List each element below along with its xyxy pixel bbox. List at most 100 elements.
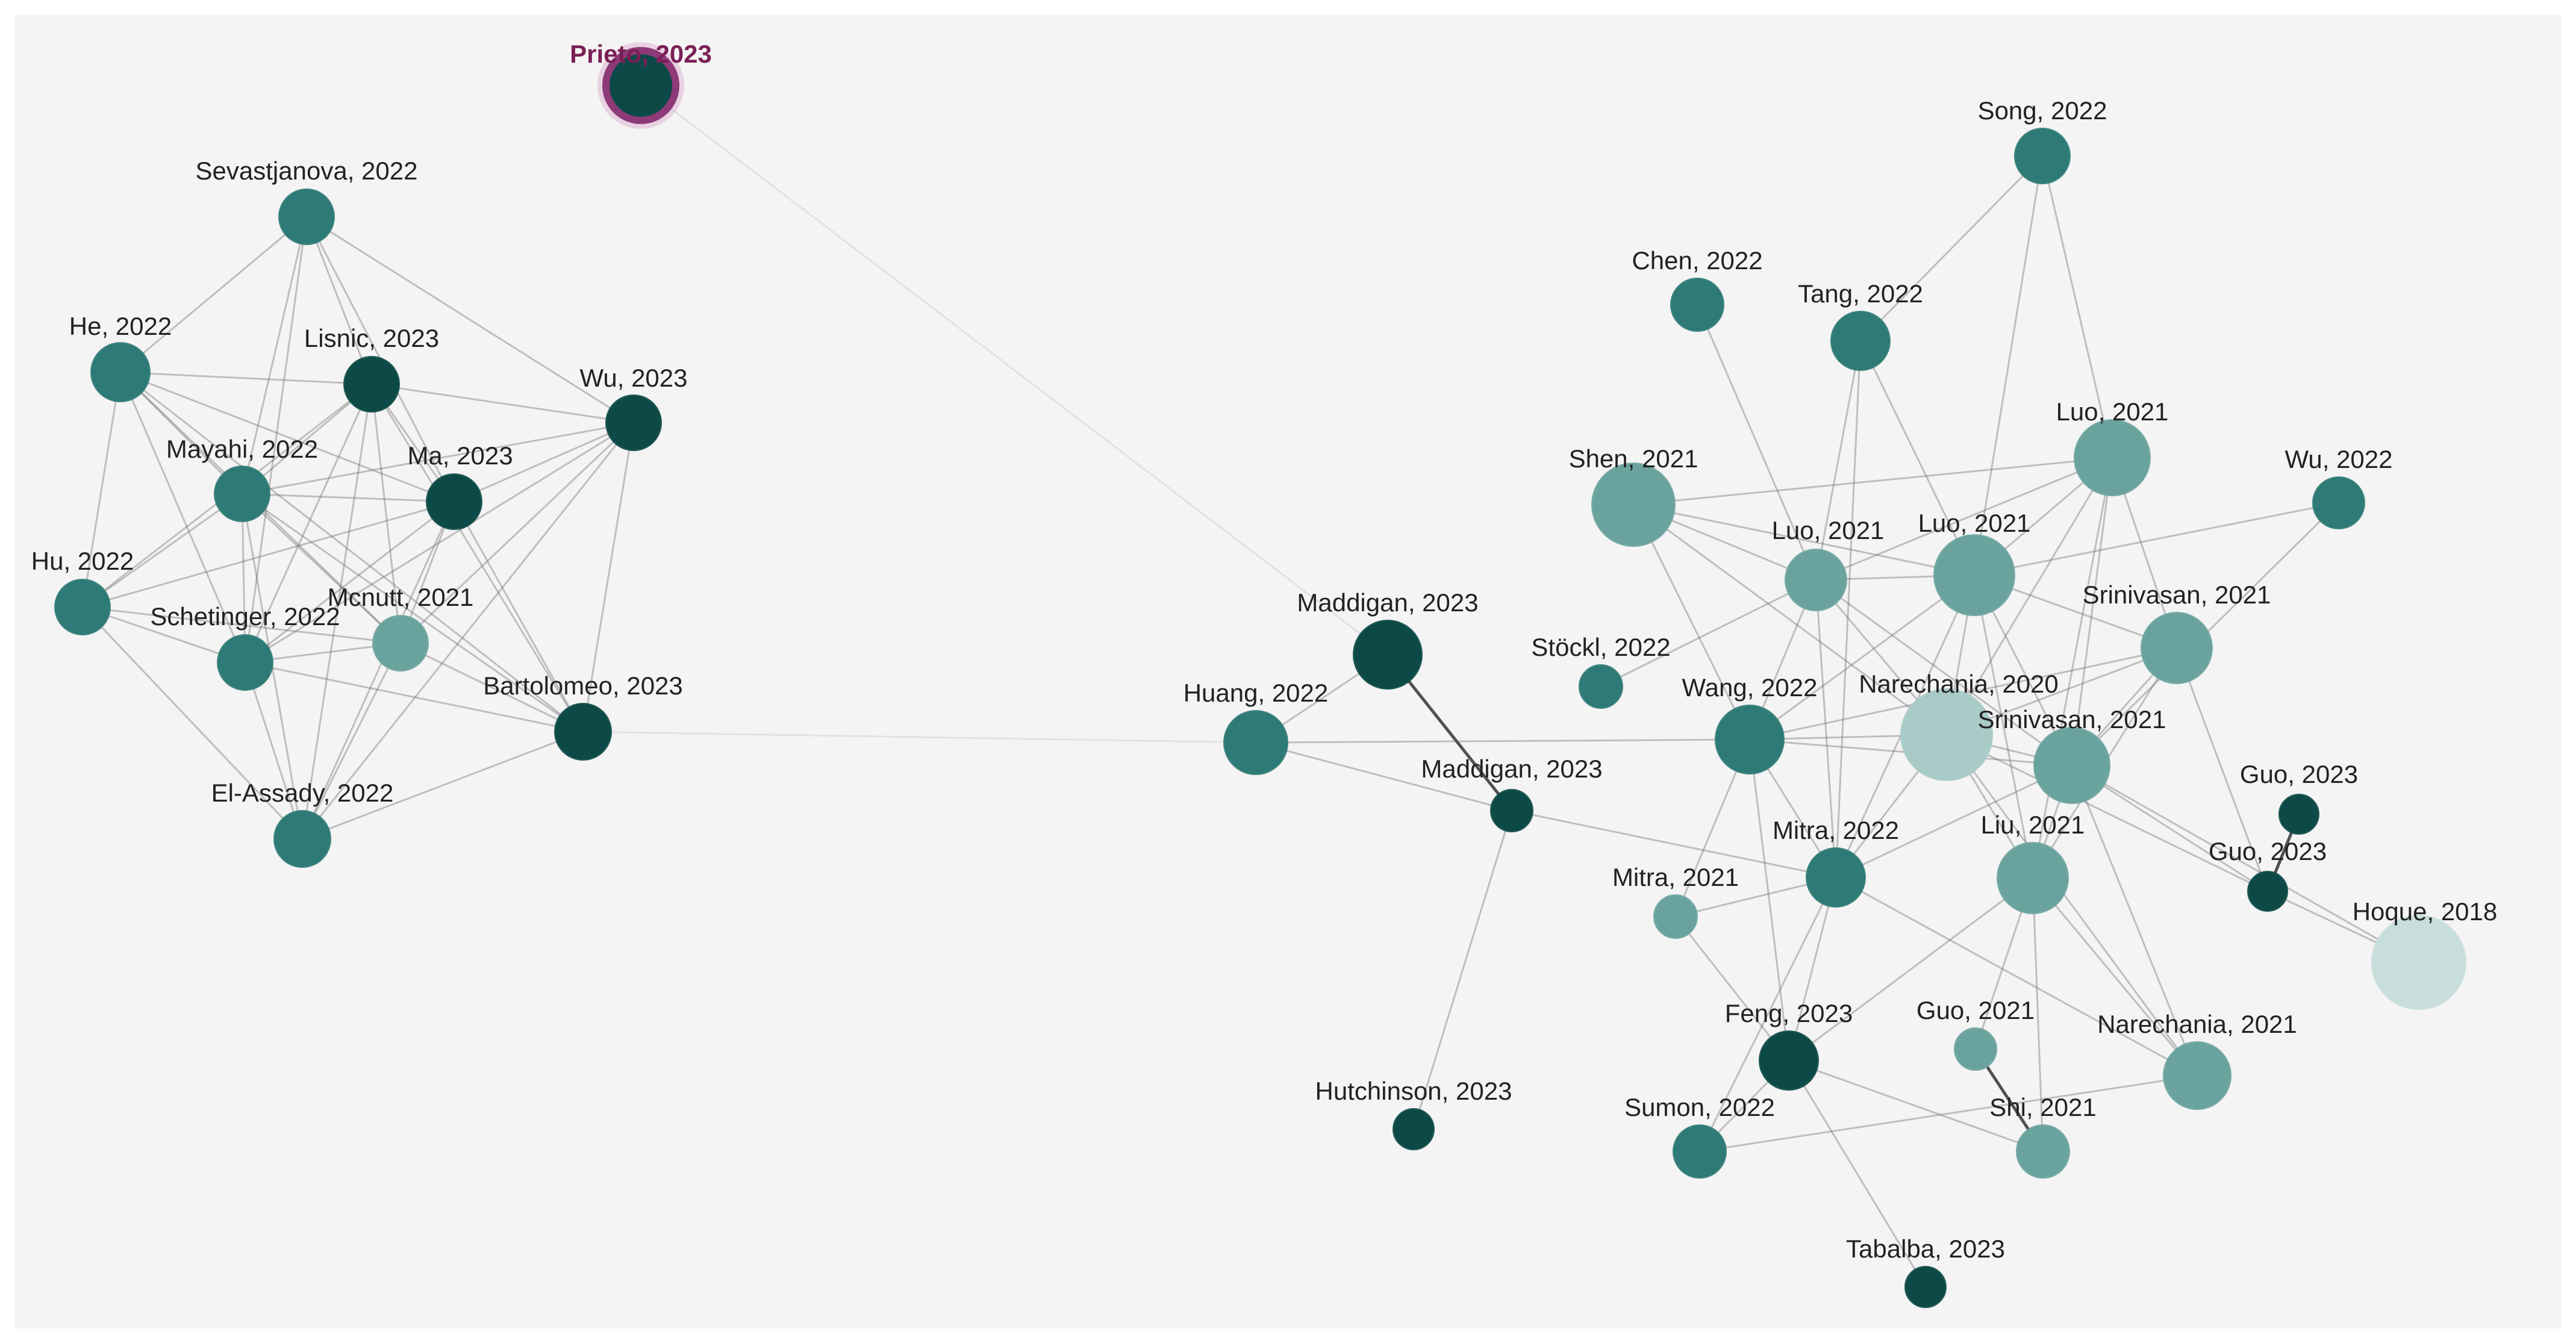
node-label-lisnic2023: Lisnic, 2023 [304, 324, 439, 352]
node-label-feng2023: Feng, 2023 [1725, 999, 1853, 1027]
node-hutchinson2023[interactable] [1392, 1108, 1435, 1150]
edge-wang2022-feng2023 [1748, 738, 1790, 1062]
node-label-song2022: Song, 2022 [1978, 96, 2107, 125]
edge-tang2022-luo2021c [1859, 340, 1976, 576]
node-maddigan2023b[interactable] [1490, 789, 1533, 832]
edge-hu2022-mcnutt2021 [81, 606, 402, 644]
node-hoque2018[interactable] [2371, 915, 2466, 1010]
node-srinivasan2021b[interactable] [2033, 727, 2110, 804]
node-chen2022[interactable] [1670, 278, 1724, 332]
node-guo2021[interactable] [1954, 1027, 1997, 1071]
node-mcnutt2021[interactable] [372, 615, 429, 672]
node-shen2021[interactable] [1591, 463, 1676, 547]
edge-mayahi2022-ma2023 [241, 493, 455, 503]
node-luo2021a[interactable] [2074, 419, 2151, 496]
node-label-maddigan2023a: Maddigan, 2023 [1297, 588, 1478, 617]
node-label-mayahi2022: Mayahi, 2022 [166, 435, 318, 463]
edge-srinivasan2021b-narechania2021 [2071, 764, 2198, 1077]
edge-luo2021b-stockl2022 [1600, 579, 1817, 688]
node-narechania2021[interactable] [2163, 1041, 2231, 1110]
node-wu2022[interactable] [2312, 476, 2365, 529]
edge-he2022-schetinger2022 [119, 371, 246, 664]
edge-narechania2020-guo2023b [1945, 734, 2269, 893]
node-label-shen2021: Shen, 2021 [1569, 444, 1698, 473]
edge-lisnic2023-wu2023 [370, 383, 635, 424]
edge-feng2023-shi2021 [1788, 1059, 2044, 1153]
edge-bartolomeo2023-elassady2022 [301, 731, 584, 840]
node-song2022[interactable] [2014, 128, 2071, 184]
node-maddigan2023a[interactable] [1353, 620, 1423, 690]
edge-liu2021-shi2021 [2032, 877, 2044, 1153]
edge-wu2023-mcnutt2021 [399, 422, 635, 644]
node-schetinger2022[interactable] [217, 634, 273, 691]
edge-schetinger2022-bartolomeo2023 [244, 661, 584, 733]
edge-tang2022-luo2021b [1815, 340, 1862, 581]
node-liu2021[interactable] [1997, 842, 2069, 914]
edge-wu2023-bartolomeo2023 [582, 422, 635, 733]
canvas-background [14, 14, 2562, 1329]
node-srinivasan2021a[interactable] [2141, 612, 2213, 684]
edge-sevastjanova2022-mayahi2022 [241, 216, 308, 495]
edge-sevastjanova2022-schetinger2022 [244, 216, 308, 664]
edge-ma2023-schetinger2022 [244, 500, 455, 664]
node-label-luo2021c: Luo, 2021 [1918, 509, 2031, 537]
node-label-wu2022: Wu, 2022 [2284, 445, 2392, 473]
node-luo2021c[interactable] [1933, 534, 2015, 616]
edge-mayahi2022-mcnutt2021 [241, 493, 402, 644]
node-tabalba2023[interactable] [1904, 1266, 1947, 1308]
node-stockl2022[interactable] [1579, 664, 1623, 709]
node-label-chen2022: Chen, 2022 [1632, 246, 1762, 275]
edge-ma2023-bartolomeo2023 [453, 500, 584, 733]
node-tang2022[interactable] [1830, 311, 1891, 371]
node-label-huang2022: Huang, 2022 [1184, 679, 1329, 707]
node-sumon2022[interactable] [1673, 1124, 1727, 1179]
edge-luo2021a-srinivasan2021b [2071, 456, 2113, 767]
node-label-bartolomeo2023: Bartolomeo, 2023 [483, 672, 683, 700]
node-shi2021[interactable] [2016, 1124, 2070, 1179]
node-narechania2020[interactable] [1900, 688, 1993, 781]
edge-mcnutt2021-elassady2022 [301, 642, 402, 840]
node-label-narechania2020: Narechania, 2020 [1859, 670, 2059, 698]
edge-luo2021a-liu2021 [2032, 456, 2113, 879]
node-mitra2022[interactable] [1806, 847, 1866, 908]
node-guo2023a[interactable] [2278, 794, 2319, 835]
node-wang2022[interactable] [1715, 705, 1785, 774]
edge-luo2021a-luo2021b [1815, 456, 2113, 581]
node-ma2023[interactable] [426, 473, 482, 530]
node-label-shi2021: Shi, 2021 [1989, 1093, 2096, 1121]
node-huang2022[interactable] [1223, 710, 1288, 775]
edge-bartolomeo2023-huang2022 [582, 731, 1257, 744]
node-label-hoque2018: Hoque, 2018 [2353, 897, 2498, 926]
node-guo2023b[interactable] [2247, 871, 2288, 912]
edge-shen2021-wang2022 [1632, 503, 1751, 741]
node-mitra2021[interactable] [1653, 894, 1698, 939]
node-he2022[interactable] [90, 342, 151, 402]
node-feng2023[interactable] [1759, 1030, 1819, 1091]
edge-srinivasan2021b-mitra2022 [1835, 764, 2073, 879]
node-label-narechania2021: Narechania, 2021 [2097, 1010, 2297, 1038]
edge-srinivasan2021a-guo2023b [2175, 647, 2269, 893]
node-label-luo2021b: Luo, 2021 [1772, 516, 1885, 544]
node-label-sevastjanova2022: Sevastjanova, 2022 [196, 157, 418, 185]
node-elassady2022[interactable] [273, 810, 331, 868]
node-hu2022[interactable] [54, 579, 111, 635]
node-lisnic2023[interactable] [343, 356, 400, 413]
edge-luo2021b-srinivasan2021b [1815, 579, 2073, 767]
node-prieto2023[interactable] [602, 47, 679, 124]
node-wu2023[interactable] [605, 394, 662, 451]
edge-luo2021c-wang2022 [1748, 574, 1976, 741]
edge-mcnutt2021-bartolomeo2023 [399, 642, 584, 733]
edge-song2022-tang2022 [1859, 155, 2044, 342]
edge-he2022-ma2023 [119, 371, 455, 503]
edge-luo2021a-shen2021 [1632, 456, 2113, 506]
edge-ma2023-elassady2022 [301, 500, 455, 840]
edge-wu2022-luo2021c [1973, 502, 2340, 576]
node-sevastjanova2022[interactable] [278, 189, 335, 245]
node-bartolomeo2023[interactable] [554, 703, 612, 761]
node-luo2021b[interactable] [1785, 549, 1847, 611]
edge-song2022-luo2021a [2041, 155, 2113, 459]
edge-chen2022-luo2021b [1696, 304, 1817, 581]
edge-huang2022-maddigan2023b [1255, 741, 1513, 812]
node-mayahi2022[interactable] [214, 466, 270, 522]
